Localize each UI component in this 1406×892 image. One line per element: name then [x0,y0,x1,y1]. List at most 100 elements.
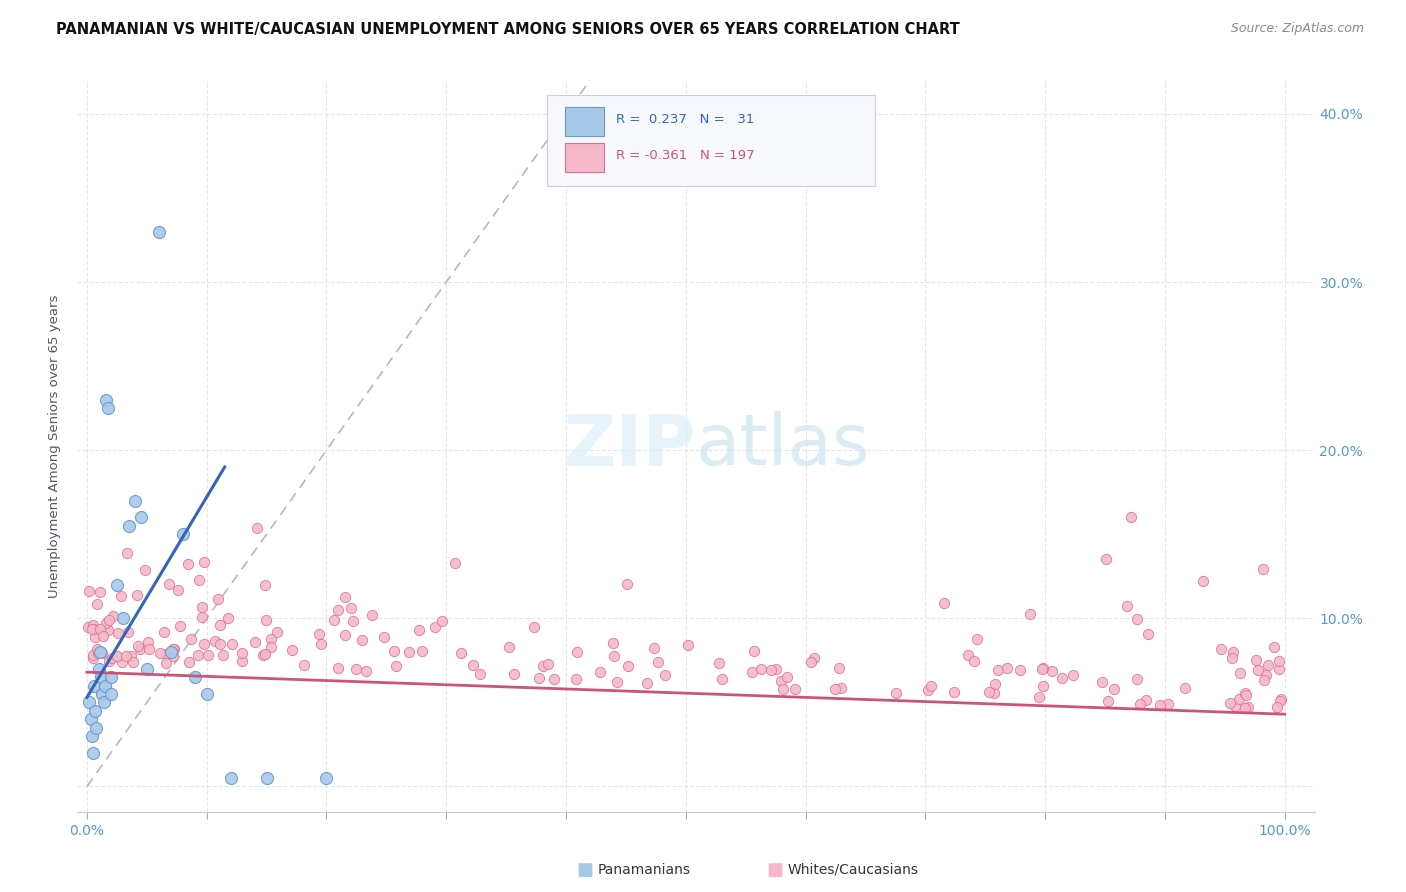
Point [197,648,219,662]
FancyBboxPatch shape [547,95,876,186]
Point [1019,607,1042,622]
Point [1253,673,1275,687]
Point [1229,665,1251,680]
Point [1097,694,1119,708]
Point [89,645,111,659]
Point [207,592,229,607]
Point [603,648,626,663]
Point [191,610,214,624]
Point [1234,688,1257,702]
Point [373,630,395,644]
Point [107,626,129,640]
Point [1268,693,1291,707]
Point [1257,657,1279,672]
Point [943,685,966,699]
Point [260,640,283,654]
Point [830,681,852,696]
Point [308,626,330,640]
Point [127,639,149,653]
Point [149,647,172,661]
Point [470,667,492,681]
Point [654,668,676,682]
Point [135,662,157,676]
Point [122,655,145,669]
Point [1125,612,1147,626]
Point [1265,699,1288,714]
Point [90,670,112,684]
Point [111,655,134,669]
Point [129,510,152,524]
Point [82,746,104,760]
Point [1031,663,1053,677]
Point [1267,661,1289,675]
Point [103,608,125,623]
Point [82,651,104,665]
Text: R =  0.237   N =   31: R = 0.237 N = 31 [616,112,754,126]
Point [79,712,101,726]
Point [110,589,132,603]
Point [531,659,554,673]
Point [127,588,149,602]
Point [537,657,560,671]
Point [765,662,787,676]
Point [322,614,344,628]
Point [91,629,114,643]
Point [326,603,349,617]
Point [252,648,274,663]
Point [1246,653,1268,667]
Point [260,632,283,647]
Text: Whites/Caucasians: Whites/Caucasians [787,863,918,877]
Point [398,645,420,659]
Point [1219,696,1241,710]
Point [742,643,765,657]
Point [77,584,100,599]
Point [824,681,846,696]
Text: atlas: atlas [696,411,870,481]
Point [280,643,302,657]
Point [86,597,108,611]
Point [741,665,763,679]
Point [292,657,315,672]
Point [1191,574,1213,589]
Point [256,771,278,785]
Point [1267,654,1289,668]
Point [163,642,186,657]
Point [97,654,120,668]
Point [315,771,337,785]
Text: ZIP: ZIP [564,411,696,481]
Point [617,658,640,673]
Point [1040,664,1063,678]
Point [1149,698,1171,712]
Point [177,558,200,572]
Point [183,670,205,684]
Point [772,682,794,697]
Point [917,683,939,698]
Point [169,618,191,632]
Point [1222,645,1244,659]
Point [254,577,277,591]
Point [153,625,176,640]
Point [979,685,1001,699]
Point [1263,640,1285,654]
Point [1227,692,1250,706]
Point [342,615,364,629]
Point [450,646,472,660]
Text: ■: ■ [766,861,783,879]
Point [138,642,160,657]
Point [602,636,624,650]
Point [94,616,117,631]
Text: PANAMANIAN VS WHITE/CAUCASIAN UNEMPLOYMENT AMONG SENIORS OVER 65 YEARS CORRELATI: PANAMANIAN VS WHITE/CAUCASIAN UNEMPLOYME… [56,22,960,37]
Point [180,632,202,646]
Point [79,695,101,709]
Point [91,646,114,660]
Point [589,665,612,679]
Point [1032,661,1054,675]
Point [162,642,184,657]
Point [254,647,277,661]
FancyBboxPatch shape [565,107,605,136]
Y-axis label: Unemployment Among Seniors over 65 years: Unemployment Among Seniors over 65 years [48,294,62,598]
Point [707,656,730,670]
Point [211,648,233,662]
Point [759,663,782,677]
Point [769,673,792,688]
